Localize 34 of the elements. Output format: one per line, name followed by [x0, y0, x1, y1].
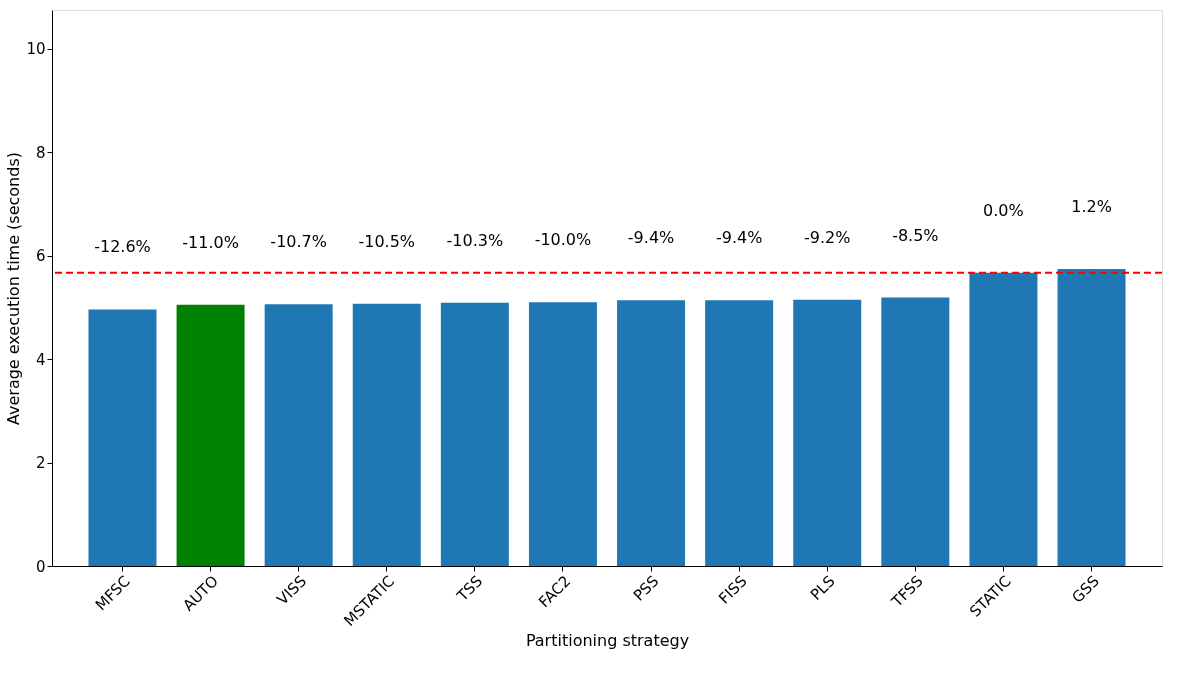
x-tick-label: TSS [452, 572, 487, 606]
bar [617, 300, 686, 566]
y-tick-label: 10 [26, 40, 46, 59]
bar [264, 304, 333, 566]
bar [88, 309, 157, 566]
y-tick-label: 0 [35, 557, 46, 576]
annotation: -10.3% [446, 230, 504, 250]
x-axis-title: Partitioning strategy [525, 631, 690, 651]
y-tick-label: 6 [35, 247, 46, 266]
x-tick-label: PLS [806, 572, 839, 604]
bar [352, 303, 421, 566]
annotation: -11.0% [182, 232, 239, 252]
bar [176, 304, 245, 566]
bar [705, 300, 774, 566]
annotation: -8.5% [892, 225, 939, 245]
annotation: -9.2% [804, 227, 851, 247]
annotation: -10.7% [270, 232, 327, 252]
bar [969, 272, 1038, 566]
bar [1057, 269, 1126, 566]
y-tick-label: 2 [35, 454, 46, 473]
bar [528, 302, 597, 566]
y-axis-title: Average execution time (seconds) [4, 152, 24, 425]
bar [440, 302, 509, 566]
annotation: -10.0% [534, 230, 592, 250]
annotation: -9.4% [627, 228, 675, 248]
bar [793, 299, 862, 566]
annotation: 0.0% [983, 200, 1024, 220]
annotation: -10.5% [358, 231, 416, 251]
annotation: 1.2% [1071, 197, 1112, 217]
y-tick-label: 4 [35, 350, 46, 369]
annotation: -12.6% [94, 237, 151, 257]
y-tick-label: 8 [35, 143, 46, 162]
bar [881, 297, 950, 566]
annotation: -9.4% [715, 228, 763, 248]
